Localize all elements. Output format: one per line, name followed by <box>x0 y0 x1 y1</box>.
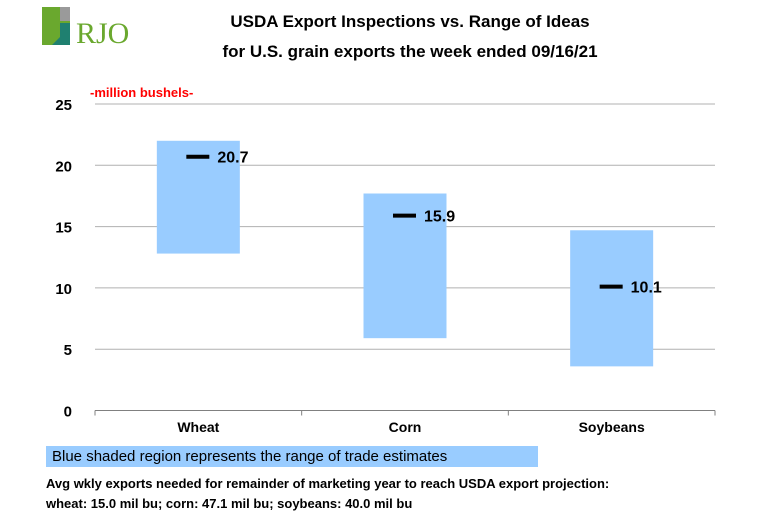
rjo-logo: RJO <box>42 7 129 50</box>
note-line2: wheat: 15.0 mil bu; corn: 47.1 mil bu; s… <box>46 496 413 511</box>
y-axis-label: -million bushels- <box>90 85 194 100</box>
actual-value-label: 15.9 <box>424 209 455 226</box>
y-tick-label: 5 <box>64 342 72 359</box>
x-tick-label: Wheat <box>177 419 219 435</box>
y-tick-label: 25 <box>55 97 72 114</box>
note-line1: Avg wkly exports needed for remainder of… <box>46 476 610 491</box>
y-tick-label: 10 <box>55 281 72 298</box>
y-tick-label: 20 <box>55 158 72 175</box>
x-tick-label: Corn <box>389 419 422 435</box>
svg-text:RJO: RJO <box>76 17 129 50</box>
y-tick-label: 0 <box>64 404 72 421</box>
actual-value-label: 10.1 <box>631 280 662 297</box>
range-bar-soybeans <box>570 230 654 367</box>
y-tick-label: 15 <box>55 220 72 237</box>
legend-range-estimates: Blue shaded region represents the range … <box>46 446 538 467</box>
actual-value-label: 20.7 <box>217 150 248 167</box>
chart-title-line2: for U.S. grain exports the week ended 09… <box>222 42 598 61</box>
range-bar-corn <box>363 193 447 339</box>
chart-title-line1: USDA Export Inspections vs. Range of Ide… <box>230 12 590 31</box>
x-tick-label: Soybeans <box>579 419 645 435</box>
range-bar-wheat <box>156 140 240 254</box>
